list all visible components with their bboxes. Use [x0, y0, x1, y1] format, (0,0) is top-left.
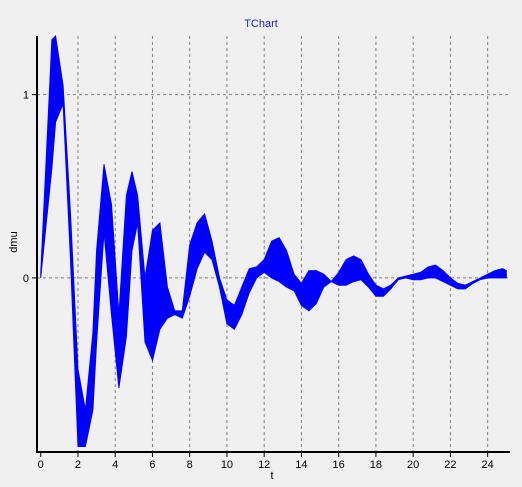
y-axis-ticks: 01: [23, 90, 37, 285]
x-tick-label-9: 18: [370, 459, 382, 471]
x-tick-label-11: 22: [444, 459, 456, 471]
x-axis-ticks: 0 2 4 6 8 10 12 14 16 18 20 22 24: [38, 452, 494, 471]
axes: [36, 36, 510, 453]
x-tick-label-2: 4: [112, 459, 118, 471]
y-tick-label-1: 1: [23, 90, 29, 102]
chart-title: TChart: [244, 18, 278, 30]
x-tick-label-7: 14: [295, 459, 307, 471]
y-axis-label: dmu: [8, 231, 20, 252]
x-tick-label-0: 0: [38, 459, 44, 471]
x-tick-label-6: 12: [258, 459, 270, 471]
x-tick-label-10: 20: [407, 459, 419, 471]
x-axis-label: t: [270, 470, 273, 482]
x-tick-label-5: 10: [221, 459, 233, 471]
y-tick-label-0: 0: [23, 273, 29, 285]
x-tick-label-3: 6: [149, 459, 155, 471]
x-tick-label-8: 16: [333, 459, 345, 471]
data-series-area: [40, 34, 507, 447]
x-tick-label-4: 8: [187, 459, 193, 471]
x-tick-label-12: 24: [482, 459, 494, 471]
x-tick-label-1: 2: [75, 459, 81, 471]
